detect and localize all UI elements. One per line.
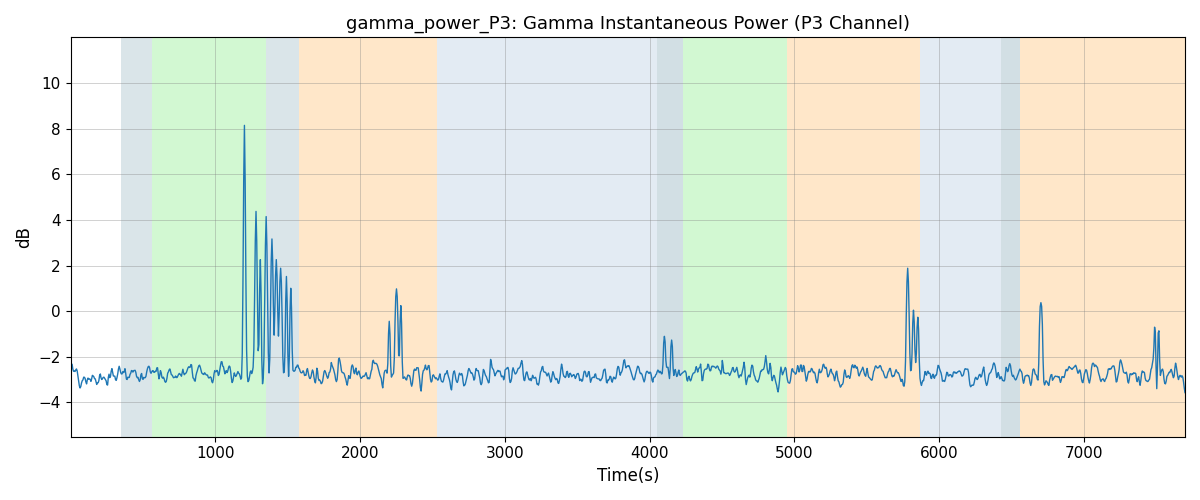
Bar	[683, 38, 787, 436]
Bar	[151, 38, 266, 436]
X-axis label: Time(s): Time(s)	[596, 467, 659, 485]
Bar	[787, 38, 920, 436]
Bar	[1001, 38, 1020, 436]
Bar	[920, 38, 1001, 436]
Bar	[121, 38, 151, 436]
Bar	[437, 38, 656, 436]
Y-axis label: dB: dB	[16, 226, 34, 248]
Bar	[266, 38, 299, 436]
Bar	[656, 38, 683, 436]
Bar	[1020, 38, 1186, 436]
Title: gamma_power_P3: Gamma Instantaneous Power (P3 Channel): gamma_power_P3: Gamma Instantaneous Powe…	[346, 15, 910, 34]
Bar	[299, 38, 437, 436]
